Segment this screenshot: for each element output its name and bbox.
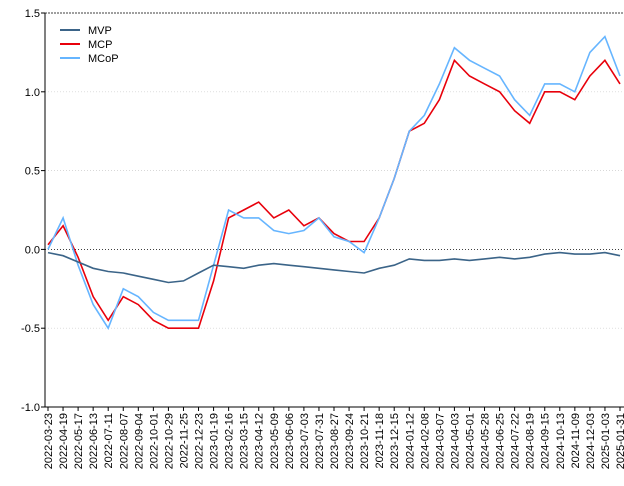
y-tick-label: 0.0 [25, 244, 40, 256]
x-tick-label: 2022-10-01 [148, 413, 160, 469]
series-line [47, 35, 621, 330]
x-tick-label: 2023-09-24 [344, 413, 356, 469]
x-tick-label: 2024-07-22 [510, 413, 522, 469]
x-tick-label: 2024-11-09 [570, 413, 582, 468]
x-tick-label: 2022-09-04 [133, 413, 145, 469]
x-tick-label: 2023-07-03 [299, 413, 311, 469]
x-tick-label: 2022-05-17 [73, 413, 85, 469]
x-tick-label: 2024-12-03 [585, 413, 597, 469]
x-tick-label: 2023-11-18 [374, 413, 386, 468]
x-tick-label: 2024-01-12 [404, 413, 416, 469]
x-tick-label: 2023-04-12 [254, 413, 266, 469]
x-tick-label: 2024-09-15 [540, 413, 552, 469]
x-tick-label: 2024-10-13 [555, 413, 567, 469]
x-tick-label: 2023-07-31 [314, 413, 326, 469]
x-tick-label: 2025-01-03 [600, 413, 612, 469]
x-tick-label: 2022-03-23 [43, 413, 55, 469]
series-line [47, 251, 621, 284]
y-tick-label: -1.0 [21, 402, 40, 414]
x-tick-label: 2023-02-16 [224, 413, 236, 469]
x-tick-label: 2022-06-13 [88, 413, 100, 469]
x-tick-label: 2024-03-07 [434, 413, 446, 469]
x-tick-label: 2023-03-15 [239, 413, 251, 469]
x-tick-label: 2024-06-25 [495, 413, 507, 469]
series-line [47, 58, 621, 329]
x-tick-label: 2024-08-19 [525, 413, 537, 469]
x-tick-label: 2022-10-29 [163, 413, 175, 469]
x-tick-label: 2024-04-03 [449, 413, 461, 469]
x-tick-label: 2022-11-25 [178, 413, 190, 468]
legend-label: MVP [88, 25, 112, 37]
x-tick-label: 2023-12-15 [389, 413, 401, 469]
x-tick-label: 2022-07-11 [103, 413, 115, 468]
x-tick-label: 2025-01-31 [615, 413, 624, 469]
x-tick-label: 2023-05-09 [269, 413, 281, 469]
x-tick-label: 2023-06-06 [284, 413, 296, 469]
x-tick-label: 2022-08-07 [118, 413, 130, 469]
x-tick-label: 2022-12-23 [194, 413, 206, 469]
y-tick-label: 1.0 [25, 87, 40, 99]
x-tick-label: 2024-05-01 [464, 413, 476, 469]
y-tick-label: -0.5 [21, 323, 40, 335]
x-tick-label: 2022-04-19 [58, 413, 70, 469]
x-tick-label: 2023-08-27 [329, 413, 341, 469]
legend-label: MCoP [88, 53, 119, 65]
x-tick-label: 2023-01-19 [209, 413, 221, 469]
x-tick-label: 2024-05-28 [480, 413, 492, 469]
legend-label: MCP [88, 39, 112, 51]
x-tick-label: 2023-10-21 [359, 413, 371, 469]
y-tick-label: 0.5 [25, 166, 40, 178]
y-tick-label: 1.5 [25, 8, 40, 20]
x-tick-label: 2024-02-08 [419, 413, 431, 469]
